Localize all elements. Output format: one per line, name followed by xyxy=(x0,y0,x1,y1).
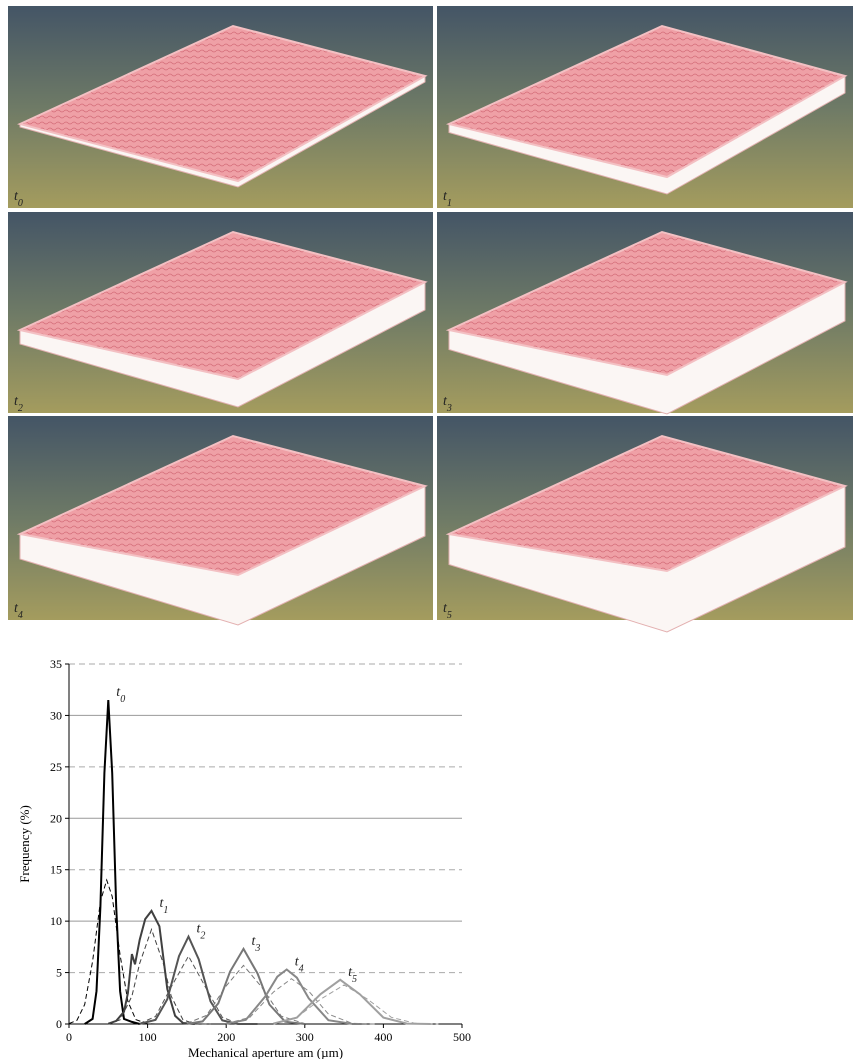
fit-line xyxy=(139,955,258,1025)
slab-surface xyxy=(445,230,848,377)
y-tick-label: 35 xyxy=(50,657,62,671)
x-tick-label: 300 xyxy=(296,1030,314,1044)
data-line xyxy=(186,946,305,1025)
panel: t0 xyxy=(8,6,433,209)
fit-line xyxy=(186,964,305,1025)
slab-surface xyxy=(16,230,428,381)
data-line xyxy=(226,968,353,1025)
fit-line xyxy=(108,927,211,1025)
y-tick-label: 5 xyxy=(56,966,62,980)
slab-surface xyxy=(16,434,428,577)
data-line xyxy=(107,909,195,1025)
panel-label: t1 xyxy=(443,189,452,209)
panel-label: t2 xyxy=(14,394,23,414)
slab-surface xyxy=(445,434,848,573)
y-tick-label: 20 xyxy=(50,811,62,825)
y-tick-label: 30 xyxy=(50,708,62,722)
y-tick-label: 25 xyxy=(50,760,62,774)
series-label: t5 xyxy=(348,965,357,985)
chart: 0 5 10 15 20 25 30 35 0 100 200 300 400 500 Mechanical… xyxy=(17,657,471,1060)
y-tick-label: 0 xyxy=(56,1017,62,1031)
y-tick-label: 15 xyxy=(50,863,62,877)
x-tick-label: 200 xyxy=(217,1030,235,1044)
y-axis-label: Frequency (%) xyxy=(17,805,32,883)
panel-label: t5 xyxy=(443,601,452,621)
series-label: t4 xyxy=(295,954,304,974)
y-tick-label: 10 xyxy=(50,914,62,928)
panel: t5 xyxy=(437,416,853,633)
panel-grid: t0 t1 t2 t3 t4 t5 xyxy=(8,6,853,633)
data-line xyxy=(84,699,140,1025)
x-tick-label: 100 xyxy=(139,1030,157,1044)
panel: t2 xyxy=(8,212,433,414)
panel: t3 xyxy=(437,212,853,415)
x-tick-label: 500 xyxy=(453,1030,471,1044)
panel: t4 xyxy=(8,416,433,626)
data-line xyxy=(139,934,258,1025)
series-label: t3 xyxy=(251,934,260,954)
slab-surface xyxy=(17,24,428,183)
panel-label: t3 xyxy=(443,394,452,414)
x-axis-label: Mechanical aperture am (µm) xyxy=(188,1045,343,1059)
fit-line xyxy=(68,878,164,1025)
fit-line xyxy=(226,978,376,1025)
series-label: t1 xyxy=(160,896,169,916)
series-label: t0 xyxy=(116,685,125,705)
x-tick-label: 0 xyxy=(66,1030,72,1044)
series-label: t2 xyxy=(196,922,205,942)
panel-label: t4 xyxy=(14,601,23,621)
panel-label: t0 xyxy=(14,189,23,209)
x-tick-label: 400 xyxy=(374,1030,392,1044)
panel: t1 xyxy=(437,6,853,209)
data-line xyxy=(273,978,431,1025)
slab-surface xyxy=(445,24,848,179)
